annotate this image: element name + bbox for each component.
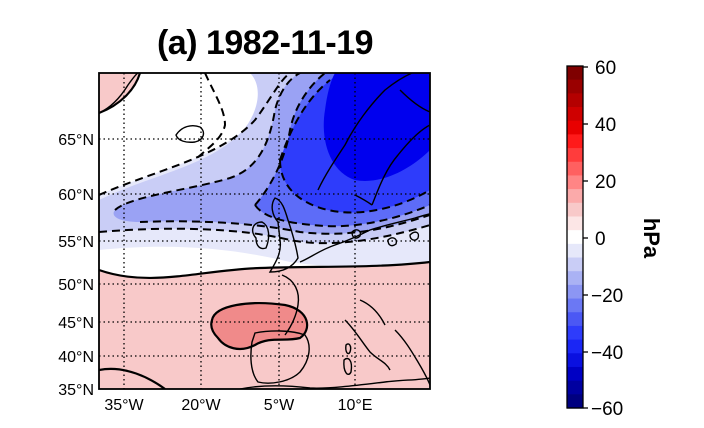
lon-label: 10°E [338,397,373,414]
colorbar-swatch [567,93,583,108]
colorbar-swatch [567,107,583,122]
colorbar-swatch [567,134,583,149]
colorbar-swatch [567,339,583,354]
positive-anomaly-core [211,303,308,349]
colorbar-swatch [567,243,583,259]
colorbar-swatch [567,189,583,204]
colorbar-tick-label: −20 [591,286,623,307]
colorbar-swatch [567,271,583,286]
map-frame [98,72,431,390]
lon-label: 5°W [264,397,295,414]
colorbar-swatches [567,66,583,409]
latitude-axis: 65°N 60°N 55°N 50°N 45°N 40°N 35°N [58,132,94,399]
colorbar-ticks [583,66,588,409]
colorbar-swatch [567,175,583,190]
colorbar-swatch [567,257,583,272]
colorbar-swatch [567,230,583,245]
colorbar-swatch [567,325,583,341]
colorbar-frame [566,65,584,409]
lat-label: 55°N [58,234,94,251]
lat-label: 35°N [58,382,94,399]
longitude-axis: 35°W 20°W 5°W 10°E [104,397,372,414]
colorbar: 60 40 20 0 −20 −40 −60 hPa [566,58,664,420]
lat-label: 40°N [58,349,94,366]
lat-label: 60°N [58,187,94,204]
negative-anomaly-core [323,73,430,181]
lat-label: 45°N [58,315,94,332]
colorbar-swatch [567,366,583,382]
negative-contours [99,73,430,245]
colorbar-swatch [567,284,583,300]
colorbar-tick-label: 0 [595,229,606,250]
colorbar-swatch [567,79,583,94]
colorbar-swatch [567,298,583,313]
colorbar-swatch [567,216,583,231]
colorbar-swatch [567,66,583,81]
lat-label: 65°N [58,132,94,149]
lat-label: 50°N [58,277,94,294]
colorbar-swatch [567,161,583,177]
colorbar-tick-label: −40 [591,343,623,364]
colorbar-swatch [567,353,583,368]
map-panel [99,73,430,389]
gridlines [99,73,430,389]
colorbar-tick-label: 40 [595,115,616,136]
lon-label: 20°W [181,397,221,414]
colorbar-tick-label: −60 [591,399,623,420]
colorbar-swatch [567,202,583,218]
colorbar-unit-label: hPa [639,218,664,259]
colorbar-tick-label: 60 [595,58,616,79]
colorbar-tick-label: 20 [595,172,616,193]
figure-title: (a) 1982-11-19 [156,24,374,62]
colorbar-swatch [567,148,583,163]
colorbar-swatch [567,380,583,395]
colorbar-swatch [567,120,583,135]
colorbar-swatch [567,394,583,409]
lon-label: 35°W [104,397,144,414]
colorbar-swatch [567,312,583,327]
